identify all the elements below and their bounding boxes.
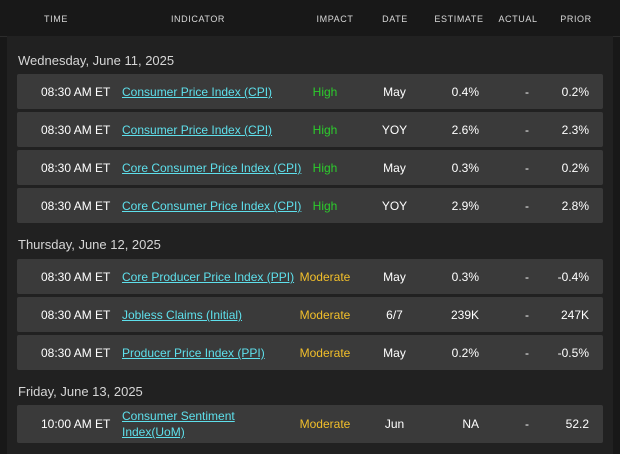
indicator-link[interactable]: Core Producer Price Index (PPI) xyxy=(122,270,295,284)
event-time: 08:30 AM ET xyxy=(41,346,111,360)
event-time: 08:30 AM ET xyxy=(41,85,111,99)
estimate-value: 0.2% xyxy=(451,346,479,360)
event-date: Jun xyxy=(384,417,405,431)
table-row: 08:30 AM ET Jobless Claims (Initial) Mod… xyxy=(17,297,603,332)
actual-value: - xyxy=(525,417,529,431)
table-row: 10:00 AM ET Consumer Sentiment Index(UoM… xyxy=(17,405,603,443)
event-time: 08:30 AM ET xyxy=(41,308,111,322)
day-heading: Thursday, June 12, 2025 xyxy=(18,237,161,252)
actual-value: - xyxy=(525,199,529,213)
day-heading: Wednesday, June 11, 2025 xyxy=(18,53,175,68)
estimate-value: 0.3% xyxy=(451,161,479,175)
indicator-link-continued[interactable]: Index(UoM) xyxy=(122,425,185,439)
event-time: 10:00 AM ET xyxy=(41,417,111,431)
table-header: TIME INDICATOR IMPACT DATE ESTIMATE ACTU… xyxy=(0,0,620,37)
impact-label: High xyxy=(312,161,338,175)
estimate-value: 2.6% xyxy=(451,123,479,137)
event-date: May xyxy=(383,346,406,360)
prior-value: 2.3% xyxy=(561,123,589,137)
impact-label: Moderate xyxy=(299,417,351,431)
estimate-value: 239K xyxy=(450,308,479,322)
indicator-link[interactable]: Jobless Claims (Initial) xyxy=(122,308,243,322)
event-date: YOY xyxy=(381,123,408,137)
indicator-link[interactable]: Consumer Price Index (CPI) xyxy=(122,85,273,99)
impact-label: Moderate xyxy=(299,346,351,360)
indicator-link[interactable]: Consumer Price Index (CPI) xyxy=(122,123,273,137)
event-date: May xyxy=(383,161,406,175)
actual-value: - xyxy=(525,308,529,322)
prior-value: -0.4% xyxy=(557,270,589,284)
event-date: May xyxy=(383,85,406,99)
estimate-value: 2.9% xyxy=(451,199,479,213)
event-date: 6/7 xyxy=(386,308,403,322)
table-row: 08:30 AM ET Core Consumer Price Index (C… xyxy=(17,150,603,185)
column-header-time: TIME xyxy=(44,14,68,24)
event-time: 08:30 AM ET xyxy=(41,270,111,284)
event-time: 08:30 AM ET xyxy=(41,199,111,213)
column-header-estimate: ESTIMATE xyxy=(434,14,484,24)
table-row: 08:30 AM ET Consumer Price Index (CPI) H… xyxy=(17,112,603,147)
impact-label: Moderate xyxy=(299,308,351,322)
actual-value: - xyxy=(525,346,529,360)
prior-value: 0.2% xyxy=(561,161,589,175)
event-date: May xyxy=(383,270,406,284)
estimate-value: 0.4% xyxy=(451,85,479,99)
prior-value: 2.8% xyxy=(561,199,589,213)
impact-label: High xyxy=(312,85,338,99)
column-header-impact: IMPACT xyxy=(316,14,354,24)
column-header-actual: ACTUAL xyxy=(498,14,538,24)
table-row: 08:30 AM ET Consumer Price Index (CPI) H… xyxy=(17,74,603,109)
event-time: 08:30 AM ET xyxy=(41,123,111,137)
estimate-value: 0.3% xyxy=(451,270,479,284)
actual-value: - xyxy=(525,85,529,99)
impact-label: High xyxy=(312,123,338,137)
impact-label: Moderate xyxy=(299,270,351,284)
column-header-indicator: INDICATOR xyxy=(170,14,226,24)
prior-value: 0.2% xyxy=(561,85,589,99)
prior-value: -0.5% xyxy=(557,346,589,360)
event-time: 08:30 AM ET xyxy=(41,161,111,175)
prior-value: 52.2 xyxy=(565,417,589,431)
table-row: 08:30 AM ET Producer Price Index (PPI) M… xyxy=(17,335,603,370)
column-header-date: DATE xyxy=(382,14,408,24)
column-header-prior: PRIOR xyxy=(560,14,592,24)
impact-label: High xyxy=(312,199,338,213)
actual-value: - xyxy=(525,161,529,175)
estimate-value: NA xyxy=(462,417,479,431)
indicator-link[interactable]: Core Consumer Price Index (CPI) xyxy=(122,199,302,213)
table-row: 08:30 AM ET Core Consumer Price Index (C… xyxy=(17,188,603,223)
prior-value: 247K xyxy=(560,308,589,322)
event-date: YOY xyxy=(381,199,408,213)
actual-value: - xyxy=(525,270,529,284)
day-heading: Friday, June 13, 2025 xyxy=(18,384,143,399)
indicator-link[interactable]: Producer Price Index (PPI) xyxy=(122,346,265,360)
indicator-link[interactable]: Consumer Sentiment xyxy=(122,409,235,423)
actual-value: - xyxy=(525,123,529,137)
table-row: 08:30 AM ET Core Producer Price Index (P… xyxy=(17,259,603,294)
indicator-link[interactable]: Core Consumer Price Index (CPI) xyxy=(122,161,302,175)
